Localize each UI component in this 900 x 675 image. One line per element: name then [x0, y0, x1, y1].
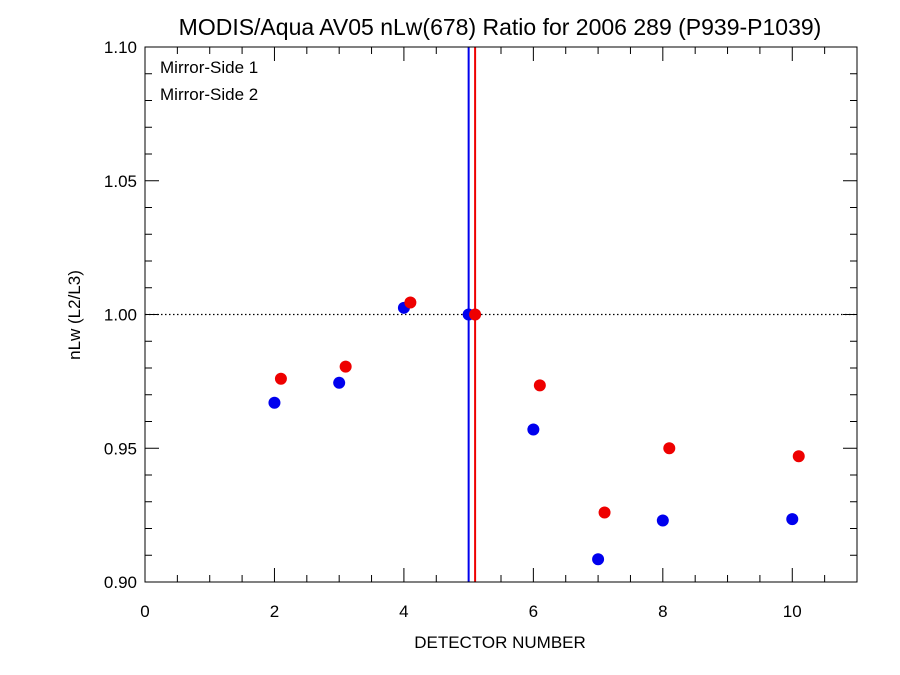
- data-point-mirror-side-1: [527, 423, 540, 436]
- data-point-mirror-side-2: [404, 296, 417, 309]
- x-tick-label: 10: [783, 602, 802, 621]
- data-point-mirror-side-1: [592, 553, 605, 566]
- y-tick-label: 1.00: [104, 306, 137, 325]
- y-tick-label: 1.10: [104, 38, 137, 57]
- data-point-mirror-side-1: [786, 513, 799, 526]
- y-axis-label: nLw (L2/L3): [65, 270, 84, 360]
- data-point-mirror-side-2: [533, 379, 546, 392]
- chart-title: MODIS/Aqua AV05 nLw(678) Ratio for 2006 …: [179, 14, 822, 40]
- data-point-mirror-side-2: [339, 360, 352, 373]
- axis-tick-labels: 0 2 4 6 8 10 0.90 0.95 1.00 1.05 1.10: [104, 38, 802, 621]
- data-point-mirror-side-2: [792, 450, 805, 463]
- y-tick-label: 1.05: [104, 172, 137, 191]
- x-tick-label: 0: [140, 602, 149, 621]
- data-point-mirror-side-2: [663, 442, 676, 455]
- data-point-mirror-side-1: [333, 376, 346, 389]
- x-tick-label: 6: [529, 602, 538, 621]
- axis-ticks: [144, 46, 858, 583]
- data-point-mirror-side-1: [656, 514, 669, 527]
- plot-frame: [144, 46, 858, 583]
- x-axis-label: DETECTOR NUMBER: [414, 633, 586, 652]
- y-tick-label: 0.95: [104, 439, 137, 458]
- y-tick-label: 0.90: [104, 573, 137, 592]
- x-tick-label: 8: [658, 602, 667, 621]
- data-point-mirror-side-2: [469, 308, 482, 321]
- legend-entry-mirror-side-2: Mirror-Side 2: [160, 85, 258, 104]
- legend: Mirror-Side 1 Mirror-Side 2: [160, 58, 258, 104]
- data-points: [268, 296, 805, 566]
- x-tick-label: 2: [270, 602, 279, 621]
- x-tick-label: 4: [399, 602, 408, 621]
- data-point-mirror-side-2: [598, 506, 611, 519]
- data-point-mirror-side-1: [268, 396, 281, 409]
- data-point-mirror-side-2: [274, 372, 287, 385]
- legend-entry-mirror-side-1: Mirror-Side 1: [160, 58, 258, 77]
